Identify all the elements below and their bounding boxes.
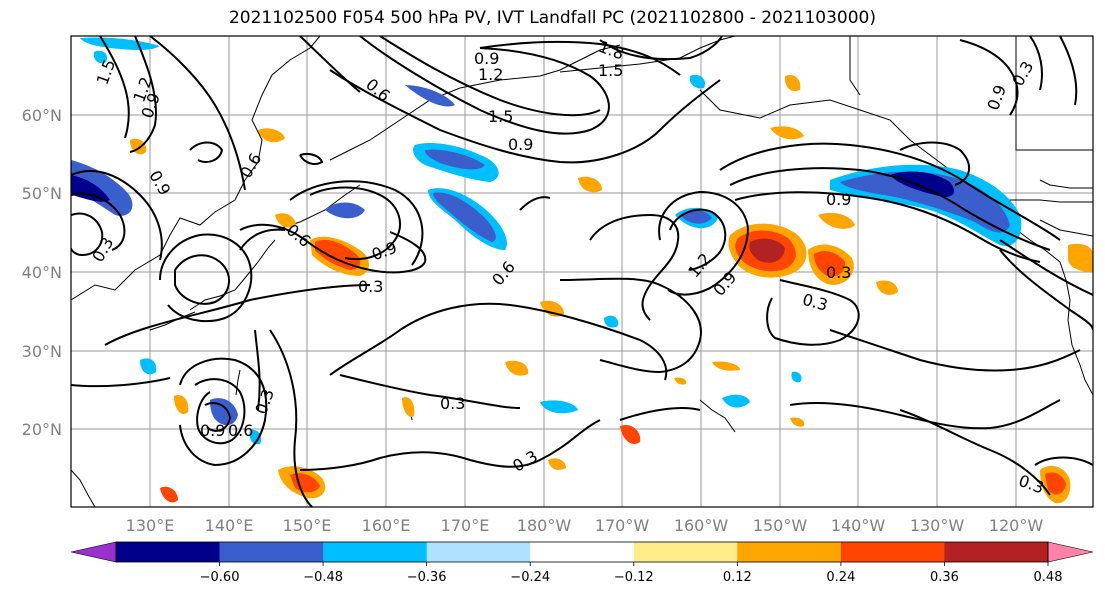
contour-label: 0.3 <box>440 394 465 413</box>
lon-label: 180°W <box>517 516 572 535</box>
contour-label: 0.9 <box>474 49 499 68</box>
map-frame <box>70 35 1094 508</box>
colorbar-extend-low <box>70 541 117 563</box>
colorbar-outline <box>115 541 1049 563</box>
contour-label: 0.3 <box>358 277 383 296</box>
contour-label: 0.3 <box>826 263 851 282</box>
colorbar-tick-label: 0.36 <box>930 570 959 585</box>
colorbar-swatch <box>530 542 635 562</box>
lon-label: 170°E <box>441 516 490 535</box>
latitude-labels: 60°N 50°N 40°N 30°N 20°N <box>22 106 62 439</box>
colorbar-tick-label: −0.24 <box>510 570 550 585</box>
colorbar-swatch <box>219 542 324 562</box>
lat-label: 50°N <box>22 184 62 203</box>
contour-label: 0.9 <box>508 135 533 154</box>
pv-contours <box>71 36 1093 507</box>
lon-label: 160°E <box>362 516 411 535</box>
lon-label: 150°E <box>283 516 332 535</box>
colorbar-swatch <box>116 542 221 562</box>
map-title: 2021102500 F054 500 hPa PV, IVT Landfall… <box>228 8 876 28</box>
colorbar-swatch <box>944 542 1049 562</box>
colorbar-tick-label: 0.24 <box>826 570 855 585</box>
lat-label: 20°N <box>22 420 62 439</box>
longitude-labels: 130°E 140°E 150°E 160°E 170°E 180°W 170°… <box>126 516 1044 535</box>
lat-label: 30°N <box>22 342 62 361</box>
contour-label: 0.9 <box>826 190 851 209</box>
lon-label: 150°W <box>753 516 808 535</box>
colorbar: −0.60 −0.48 −0.36 −0.24 −0.12 0.12 0.24 0.36 0.4… <box>70 541 1094 585</box>
contour-label: 1.5 <box>488 107 513 126</box>
colorbar-swatch <box>323 542 428 562</box>
colorbar-swatch <box>426 542 531 562</box>
colorbar-swatch <box>737 542 842 562</box>
colorbar-swatch <box>840 542 945 562</box>
lat-label: 60°N <box>22 106 62 125</box>
colorbar-swatch <box>633 542 738 562</box>
colorbar-extend-high <box>1047 541 1094 563</box>
contour-label: 1.5 <box>598 61 623 80</box>
lon-label: 160°W <box>674 516 729 535</box>
colorbar-tick-label: 0.12 <box>723 570 752 585</box>
lon-label: 140°E <box>205 516 254 535</box>
lon-label: 130°E <box>126 516 175 535</box>
colorbar-tick-label: −0.60 <box>200 570 240 585</box>
lon-label: 170°W <box>595 516 650 535</box>
contour-label: 0.9 <box>200 421 225 440</box>
contour-label: 0.6 <box>228 421 253 440</box>
contour-label: 1.2 <box>478 65 503 84</box>
lon-label: 120°W <box>989 516 1044 535</box>
colorbar-tick-label: −0.48 <box>303 570 343 585</box>
colorbar-tick-label: 0.48 <box>1034 570 1063 585</box>
lat-label: 40°N <box>22 263 62 282</box>
lon-label: 140°W <box>831 516 886 535</box>
lon-label: 130°W <box>910 516 965 535</box>
colorbar-tick-label: −0.12 <box>614 570 654 585</box>
colorbar-tick-label: −0.36 <box>407 570 447 585</box>
